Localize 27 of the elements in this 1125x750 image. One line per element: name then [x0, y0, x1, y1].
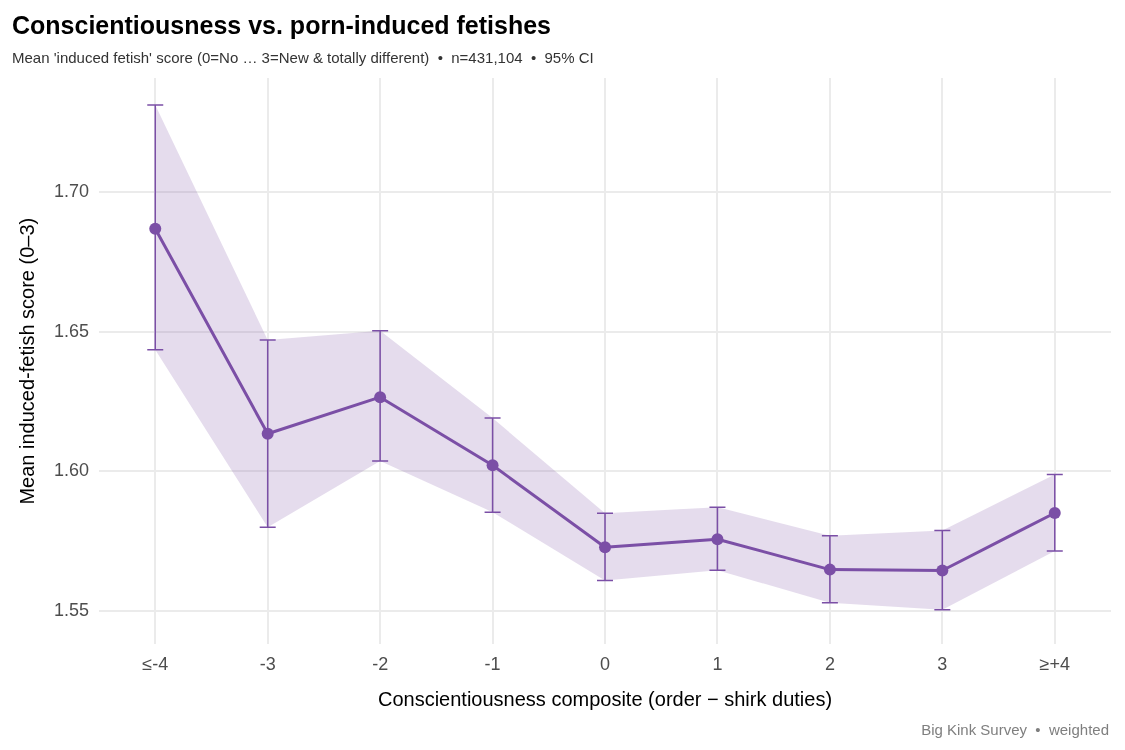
point: [149, 222, 162, 235]
point: [936, 564, 949, 577]
point: [261, 427, 274, 440]
x-tick-label: -2: [372, 654, 389, 675]
x-tick-label: 3: [937, 654, 948, 675]
point: [374, 391, 387, 404]
x-tick-label: -3: [259, 654, 276, 675]
y-tick-label: 1.65: [53, 320, 90, 341]
x-tick-label: ≥+4: [1039, 654, 1070, 675]
x-tick-label: ≤-4: [142, 654, 169, 675]
x-axis-title: Conscientiousness composite (order − shirk duties): [377, 687, 833, 710]
point: [711, 533, 724, 546]
y-axis-title: Mean induced-fetish score (0–3): [15, 217, 38, 505]
point: [823, 563, 836, 576]
x-tick-label: 0: [600, 654, 611, 675]
point: [486, 459, 499, 472]
chart-title: Conscientiousness vs. porn-induced fetishes: [12, 10, 552, 39]
chart-subtitle: Mean 'induced fetish' score (0=No … 3=New & totally different) • n=431,104 • 95% CI: [12, 49, 594, 67]
x-tick-label: 2: [824, 654, 835, 675]
x-tick-label: -1: [484, 654, 501, 675]
y-tick-label: 1.70: [53, 181, 90, 202]
y-tick-label: 1.60: [53, 460, 90, 481]
point: [1048, 506, 1061, 519]
text: Big Kink Survey • weighted: [921, 720, 1109, 738]
x-tick-label: 1: [712, 654, 723, 675]
y-tick-label: 1.55: [53, 599, 90, 620]
point: [599, 541, 612, 554]
